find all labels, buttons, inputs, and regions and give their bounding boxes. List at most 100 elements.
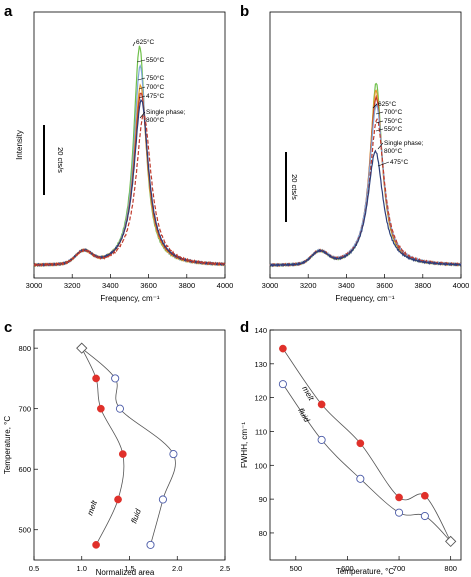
peak-annotation: Single phase; [384, 140, 424, 147]
melt-point [356, 439, 365, 448]
x-tick-label: 4000 [217, 281, 234, 290]
x-tick-label: 3200 [64, 281, 81, 290]
x-tick-label: 2.0 [172, 564, 182, 573]
x-axis-label-b: Frequency, cm⁻¹ [335, 294, 395, 303]
x-tick-label: 3800 [414, 281, 431, 290]
melt-point [118, 450, 127, 458]
annotation-leader [375, 111, 384, 115]
x-tick-label: 700 [393, 564, 406, 573]
panel-label-d: d [240, 319, 249, 336]
fluid-curve-label-c: fluid [129, 507, 143, 524]
x-tick-label: 3200 [300, 281, 317, 290]
annotation-leader [139, 111, 146, 119]
spectrum-line [269, 149, 462, 268]
x-tick-label: 3600 [376, 281, 393, 290]
x-tick-label: 600 [341, 564, 354, 573]
y-axis-label-d: FWHH, cm⁻¹ [240, 422, 249, 468]
fluid-point [169, 450, 178, 459]
fluid-point [420, 511, 429, 521]
x-tick-label: 3000 [26, 281, 43, 290]
scale-bar-label-a: 20 cts/s [56, 147, 65, 173]
x-axis-label-c: Normalized area [96, 568, 155, 577]
annotation-leader [375, 128, 384, 132]
peak-annotation: Single phase; [146, 109, 186, 116]
melt-curve-label-d: melt [300, 385, 316, 403]
melt-curve-label-c: melt [85, 499, 99, 517]
x-tick-label: 0.5 [29, 564, 39, 573]
melt-point [317, 400, 326, 409]
peak-annotation: 475°C [146, 92, 164, 100]
y-tick-label: 500 [18, 526, 31, 535]
peak-annotation: 800°C [384, 147, 402, 155]
critical-point-marker [76, 342, 88, 354]
fluid-point [111, 374, 120, 383]
fluid-point [317, 435, 326, 444]
panel-label-b: b [240, 3, 249, 20]
annotation-leader [136, 59, 146, 63]
x-tick-label: 3400 [338, 281, 355, 290]
annotation-leader [138, 95, 146, 99]
peak-annotation: 700°C [146, 83, 164, 91]
fluid-point [278, 380, 287, 389]
peak-annotation: 550°C [146, 56, 164, 64]
peak-annotation: 700°C [384, 108, 402, 116]
x-tick-label: 3800 [178, 281, 195, 290]
x-tick-label: 1.0 [77, 564, 87, 573]
x-tick-label: 500 [290, 564, 303, 573]
x-tick-label: 3600 [140, 281, 157, 290]
melt-point [92, 374, 100, 383]
melt-point [395, 493, 403, 502]
panel-d: 500 600 700 800 80 90 100 110 120 130 140 melt flu… [240, 326, 462, 576]
peak-annotation: 625°C [136, 38, 154, 46]
annotation-leader [132, 41, 136, 47]
scale-bar-label-b: 20 cts/s [290, 174, 299, 200]
y-tick-label: 110 [255, 427, 267, 436]
annotation-leader [137, 77, 146, 81]
y-tick-label: 100 [254, 461, 267, 470]
panel-label-a: a [4, 3, 13, 20]
peak-annotation: 550°C [384, 125, 402, 133]
fluid-curve-label-d: fluid [296, 407, 311, 425]
annotation-leader [375, 120, 384, 124]
x-tick-label: 4000 [453, 281, 470, 290]
x-axis-label-a: Frequency, cm⁻¹ [100, 294, 160, 303]
peak-annotation: 800°C [146, 116, 164, 124]
peak-annotation: 750°C [146, 74, 164, 82]
y-axis-label-c: Temperature, °C [3, 416, 12, 475]
spectrum-line [33, 114, 226, 268]
fluid-point [356, 474, 365, 483]
fluid-point [146, 540, 155, 549]
annotation-leader [138, 86, 146, 90]
x-tick-label: 800 [444, 564, 457, 573]
y-tick-label: 800 [18, 344, 31, 353]
plot-frame-c [33, 329, 226, 561]
x-tick-label: 3400 [102, 281, 119, 290]
peak-annotation: 750°C [384, 117, 402, 125]
plot-frame-a [33, 11, 226, 279]
melt-point [421, 491, 429, 500]
panel-c: 0.5 1.0 1.5 2.0 2.5 500 600 700 800 melt fluid T… [3, 329, 230, 577]
annotation-leader [377, 142, 384, 150]
y-axis-label-a: Intensity [15, 130, 24, 160]
plot-frame-b [269, 11, 462, 279]
melt-point [279, 344, 287, 353]
x-tick-label: 1.5 [124, 564, 134, 573]
fluid-point [158, 495, 167, 504]
panel-label-c: c [4, 319, 12, 336]
melt-point [114, 495, 122, 504]
melt-point [97, 404, 105, 413]
peak-annotation: 475°C [390, 158, 408, 166]
panel-a: 3000 3200 3400 3600 3800 4000 625°C 550°C 750°C… [15, 11, 234, 303]
fluid-point [115, 404, 124, 413]
y-tick-label: 140 [254, 326, 267, 335]
x-tick-label: 2.5 [220, 564, 230, 573]
y-tick-label: 600 [18, 465, 31, 474]
y-tick-label: 130 [254, 360, 267, 369]
panel-b: 3000 3200 3400 3600 3800 4000 625°C700°C750°C… [262, 11, 470, 303]
x-tick-label: 3000 [262, 281, 279, 290]
plot-frame-d [269, 329, 462, 561]
spectrum-line [33, 98, 226, 267]
y-tick-label: 80 [259, 529, 267, 538]
y-tick-label: 700 [18, 405, 31, 414]
